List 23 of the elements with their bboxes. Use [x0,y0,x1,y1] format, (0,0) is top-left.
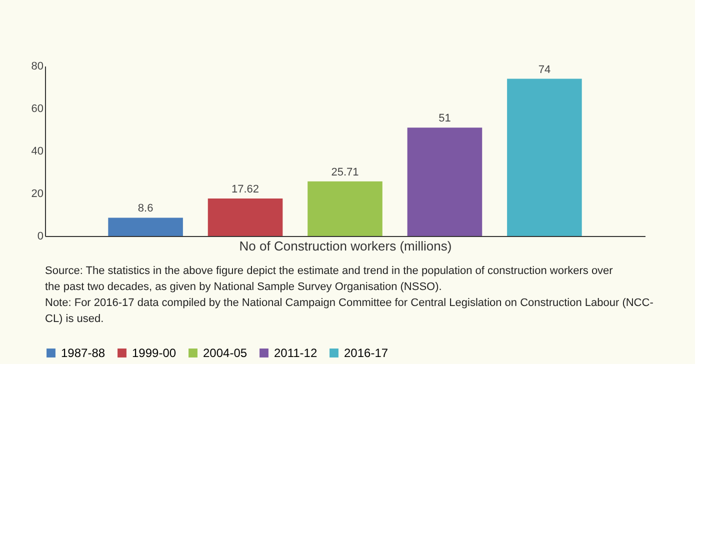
data-label: 8.6 [138,202,154,215]
y-tick-label: 0 [37,230,44,242]
legend-label: 1999-00 [132,346,176,360]
data-label: 17.62 [232,184,260,196]
bar [208,198,283,236]
data-label: 74 [538,64,551,76]
legend-label: 2011-12 [274,346,318,360]
y-tick-label: 40 [31,146,44,158]
bar [108,218,183,236]
bar [507,78,582,236]
text: Note: For 2016-17 data compiled by the National Campaign Committee for Central Legislation on Construction Labour (NCC-CL) is used. [45,297,654,325]
x-axis-title: No of Construction workers (millions) [239,238,452,254]
legend-label: 2004-05 [203,346,248,360]
source-note: Source: The statistics in the above figure depict the estimate and trend in the population of construction workers over the past two decades, as given by National Sample Survey Organisation (NSSO). [45,265,614,293]
legend-label: 2016-17 [344,346,388,360]
data-label: 25.71 [331,166,359,178]
bar [308,181,382,236]
bar [407,128,482,236]
data-label: 51 [438,112,451,125]
y-tick-label: 80 [31,60,44,72]
y-tick-label: 20 [31,188,44,200]
legend-label: 1987-88 [61,346,106,360]
y-tick-label: 60 [31,103,44,115]
